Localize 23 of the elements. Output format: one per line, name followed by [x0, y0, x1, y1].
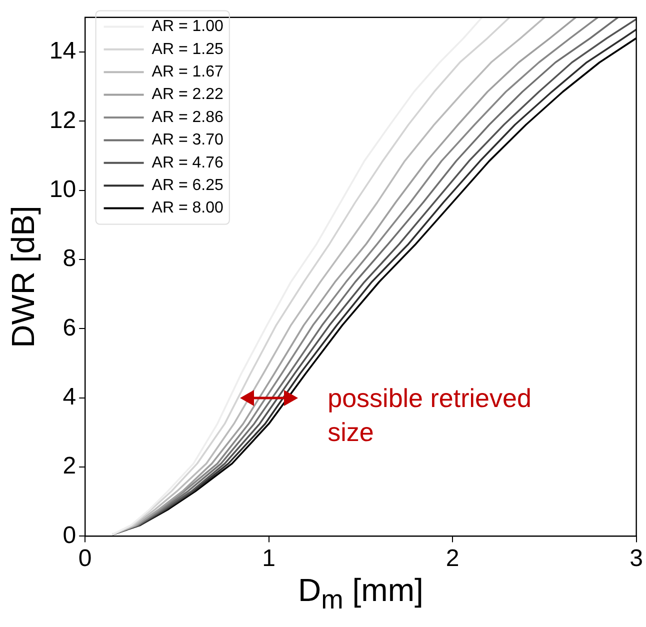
- annotation: possible retrieved size: [328, 382, 532, 449]
- legend-label: AR = 3.70: [152, 132, 224, 149]
- legend-label: AR = 8.00: [152, 200, 224, 217]
- y-tick-label: 4: [62, 383, 76, 410]
- y-tick-label: 14: [49, 38, 76, 65]
- y-tick-label: 10: [49, 176, 76, 203]
- legend-label: AR = 1.67: [152, 64, 224, 81]
- x-tick-label: 1: [262, 545, 276, 572]
- legend-label: AR = 4.76: [152, 154, 224, 172]
- y-tick-label: 0: [62, 522, 76, 549]
- y-tick-label: 12: [49, 106, 76, 134]
- x-tick-label: 3: [630, 545, 644, 572]
- y-tick-label: 6: [62, 314, 76, 342]
- y-axis-title: DWR [dB]: [5, 206, 42, 348]
- y-tick-label: 2: [62, 452, 76, 480]
- x-axis-title: D$_{m}$ [mm]: [298, 572, 424, 616]
- legend-label: AR = 6.25: [152, 177, 224, 194]
- legend-label: AR = 1.25: [152, 40, 224, 58]
- x-tick-label: 2: [446, 545, 460, 572]
- legend-label: AR = 2.22: [152, 86, 224, 104]
- legend-label: AR = 2.86: [152, 108, 224, 126]
- y-tick-label: 8: [62, 245, 76, 272]
- legend-label: AR = 1.00: [152, 18, 224, 36]
